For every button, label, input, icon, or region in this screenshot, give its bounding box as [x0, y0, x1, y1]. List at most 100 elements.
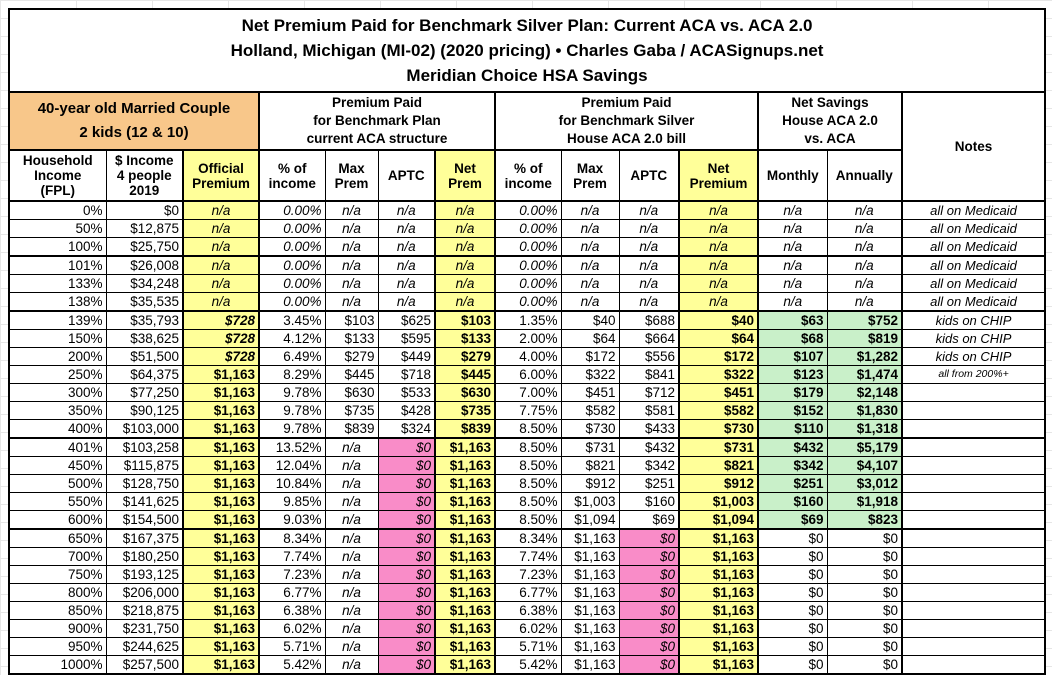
cell-aca2-max-prem[interactable]: n/a [560, 255, 620, 275]
cell-aca-aptc[interactable]: $0 [377, 655, 436, 675]
cell-aca2-net-premium[interactable]: $912 [678, 474, 759, 493]
cell-aca-net-prem[interactable]: $1,163 [434, 437, 496, 457]
cell-aca-net-prem[interactable]: $279 [434, 347, 496, 366]
household-group-header[interactable]: 40-year old Married Couple 2 kids (12 & … [8, 91, 260, 151]
cell-savings-annually[interactable]: $1,830 [826, 401, 903, 420]
notes-column-header[interactable]: Notes [900, 91, 1047, 202]
cell-savings-annually[interactable]: n/a [826, 219, 903, 238]
cell-aca-max-prem[interactable]: n/a [324, 292, 379, 312]
cell-aca2-pct-income[interactable]: 2.00% [494, 329, 562, 348]
cell-aca2-net-premium[interactable]: $172 [678, 347, 759, 366]
cell-fpl[interactable]: 133% [8, 274, 107, 293]
cell-aca-net-prem[interactable]: $1,163 [434, 637, 496, 656]
cell-fpl[interactable]: 850% [8, 601, 107, 620]
cell-aca2-aptc[interactable]: $0 [618, 547, 680, 566]
cell-aca-pct-income[interactable]: 0.00% [258, 219, 326, 238]
cell-income[interactable]: $34,248 [105, 274, 184, 293]
cell-aca2-pct-income[interactable]: 8.50% [494, 474, 562, 493]
cell-income[interactable]: $25,750 [105, 237, 184, 257]
cell-aca-net-prem[interactable]: $133 [434, 329, 496, 348]
cell-income[interactable]: $38,625 [105, 329, 184, 348]
cell-aca-net-prem[interactable]: $103 [434, 310, 496, 330]
cell-aca2-net-premium[interactable]: $1,163 [678, 528, 759, 548]
col-header-aca-aptc[interactable]: APTC [377, 149, 436, 202]
cell-savings-annually[interactable]: $0 [826, 583, 903, 602]
cell-savings-monthly[interactable]: $251 [757, 474, 828, 493]
cell-aca-max-prem[interactable]: n/a [324, 510, 379, 530]
cell-aca2-max-prem[interactable]: $1,163 [560, 619, 620, 638]
cell-aca2-aptc[interactable]: n/a [618, 274, 680, 293]
cell-note[interactable]: all on Medicaid [900, 200, 1046, 220]
cell-note[interactable]: kids on CHIP [900, 310, 1046, 330]
cell-aca2-aptc[interactable]: n/a [618, 200, 680, 220]
cell-aca-aptc[interactable]: $0 [377, 528, 436, 548]
cell-aca2-pct-income[interactable]: 7.23% [494, 565, 562, 584]
cell-note[interactable] [900, 437, 1046, 457]
cell-savings-monthly[interactable]: $342 [757, 456, 828, 475]
cell-fpl[interactable]: 50% [8, 219, 107, 238]
cell-income[interactable]: $12,875 [105, 219, 184, 238]
cell-aca2-max-prem[interactable]: $821 [560, 456, 620, 475]
cell-fpl[interactable]: 500% [8, 474, 107, 493]
cell-aca-pct-income[interactable]: 9.78% [258, 419, 326, 439]
cell-aca-pct-income[interactable]: 13.52% [258, 437, 326, 457]
cell-official-premium[interactable]: $1,163 [182, 583, 260, 602]
cell-aca2-net-premium[interactable]: $1,163 [678, 565, 759, 584]
cell-aca2-aptc[interactable]: n/a [618, 237, 680, 257]
cell-aca2-pct-income[interactable]: 0.00% [494, 200, 562, 220]
cell-aca-pct-income[interactable]: 6.77% [258, 583, 326, 602]
cell-income[interactable]: $90,125 [105, 401, 184, 420]
cell-aca-net-prem[interactable]: $1,163 [434, 510, 496, 530]
cell-aca2-net-premium[interactable]: $1,163 [678, 655, 759, 675]
cell-official-premium[interactable]: $1,163 [182, 528, 260, 548]
cell-aca2-max-prem[interactable]: n/a [560, 274, 620, 293]
cell-aca-aptc[interactable]: $0 [377, 437, 436, 457]
cell-aca2-aptc[interactable]: $0 [618, 583, 680, 602]
cell-aca-max-prem[interactable]: n/a [324, 474, 379, 493]
cell-savings-monthly[interactable]: $123 [757, 365, 828, 384]
cell-aca-max-prem[interactable]: n/a [324, 219, 379, 238]
cell-savings-monthly[interactable]: $68 [757, 329, 828, 348]
cell-aca2-aptc[interactable]: $0 [618, 655, 680, 675]
cell-savings-monthly[interactable]: $0 [757, 547, 828, 566]
cell-aca-aptc[interactable]: n/a [377, 219, 436, 238]
cell-aca2-aptc[interactable]: $342 [618, 456, 680, 475]
cell-aca2-max-prem[interactable]: $451 [560, 383, 620, 402]
cell-note[interactable] [900, 619, 1046, 638]
cell-savings-monthly[interactable]: n/a [757, 292, 828, 312]
cell-aca-net-prem[interactable]: $1,163 [434, 474, 496, 493]
cell-aca-net-prem[interactable]: n/a [434, 274, 496, 293]
cell-aca2-net-premium[interactable]: $1,003 [678, 492, 759, 511]
cell-aca-net-prem[interactable]: $1,163 [434, 547, 496, 566]
cell-income[interactable]: $103,000 [105, 419, 184, 439]
cell-aca-aptc[interactable]: $0 [377, 637, 436, 656]
cell-aca2-pct-income[interactable]: 0.00% [494, 237, 562, 257]
cell-aca-net-prem[interactable]: $1,163 [434, 528, 496, 548]
cell-aca2-aptc[interactable]: $556 [618, 347, 680, 366]
cell-aca-aptc[interactable]: n/a [377, 292, 436, 312]
cell-note[interactable] [900, 456, 1046, 475]
cell-aca2-max-prem[interactable]: $1,163 [560, 583, 620, 602]
net-savings-group-header[interactable]: Net Savings House ACA 2.0 vs. ACA [757, 91, 903, 151]
cell-savings-annually[interactable]: $752 [826, 310, 903, 330]
cell-official-premium[interactable]: $1,163 [182, 619, 260, 638]
cell-aca2-aptc[interactable]: $0 [618, 565, 680, 584]
cell-aca2-net-premium[interactable]: $1,163 [678, 601, 759, 620]
cell-official-premium[interactable]: $1,163 [182, 401, 260, 420]
cell-savings-monthly[interactable]: $110 [757, 419, 828, 439]
cell-savings-annually[interactable]: $0 [826, 637, 903, 656]
cell-fpl[interactable]: 1000% [8, 655, 107, 675]
cell-fpl[interactable]: 200% [8, 347, 107, 366]
cell-aca2-max-prem[interactable]: $172 [560, 347, 620, 366]
cell-aca2-aptc[interactable]: $0 [618, 601, 680, 620]
cell-aca-pct-income[interactable]: 4.12% [258, 329, 326, 348]
cell-income[interactable]: $64,375 [105, 365, 184, 384]
cell-savings-monthly[interactable]: $107 [757, 347, 828, 366]
cell-official-premium[interactable]: $1,163 [182, 419, 260, 439]
cell-aca-pct-income[interactable]: 6.38% [258, 601, 326, 620]
cell-note[interactable] [900, 528, 1046, 548]
cell-aca-aptc[interactable]: $0 [377, 619, 436, 638]
cell-savings-annually[interactable]: $0 [826, 601, 903, 620]
cell-income[interactable]: $180,250 [105, 547, 184, 566]
cell-aca-aptc[interactable]: n/a [377, 255, 436, 275]
